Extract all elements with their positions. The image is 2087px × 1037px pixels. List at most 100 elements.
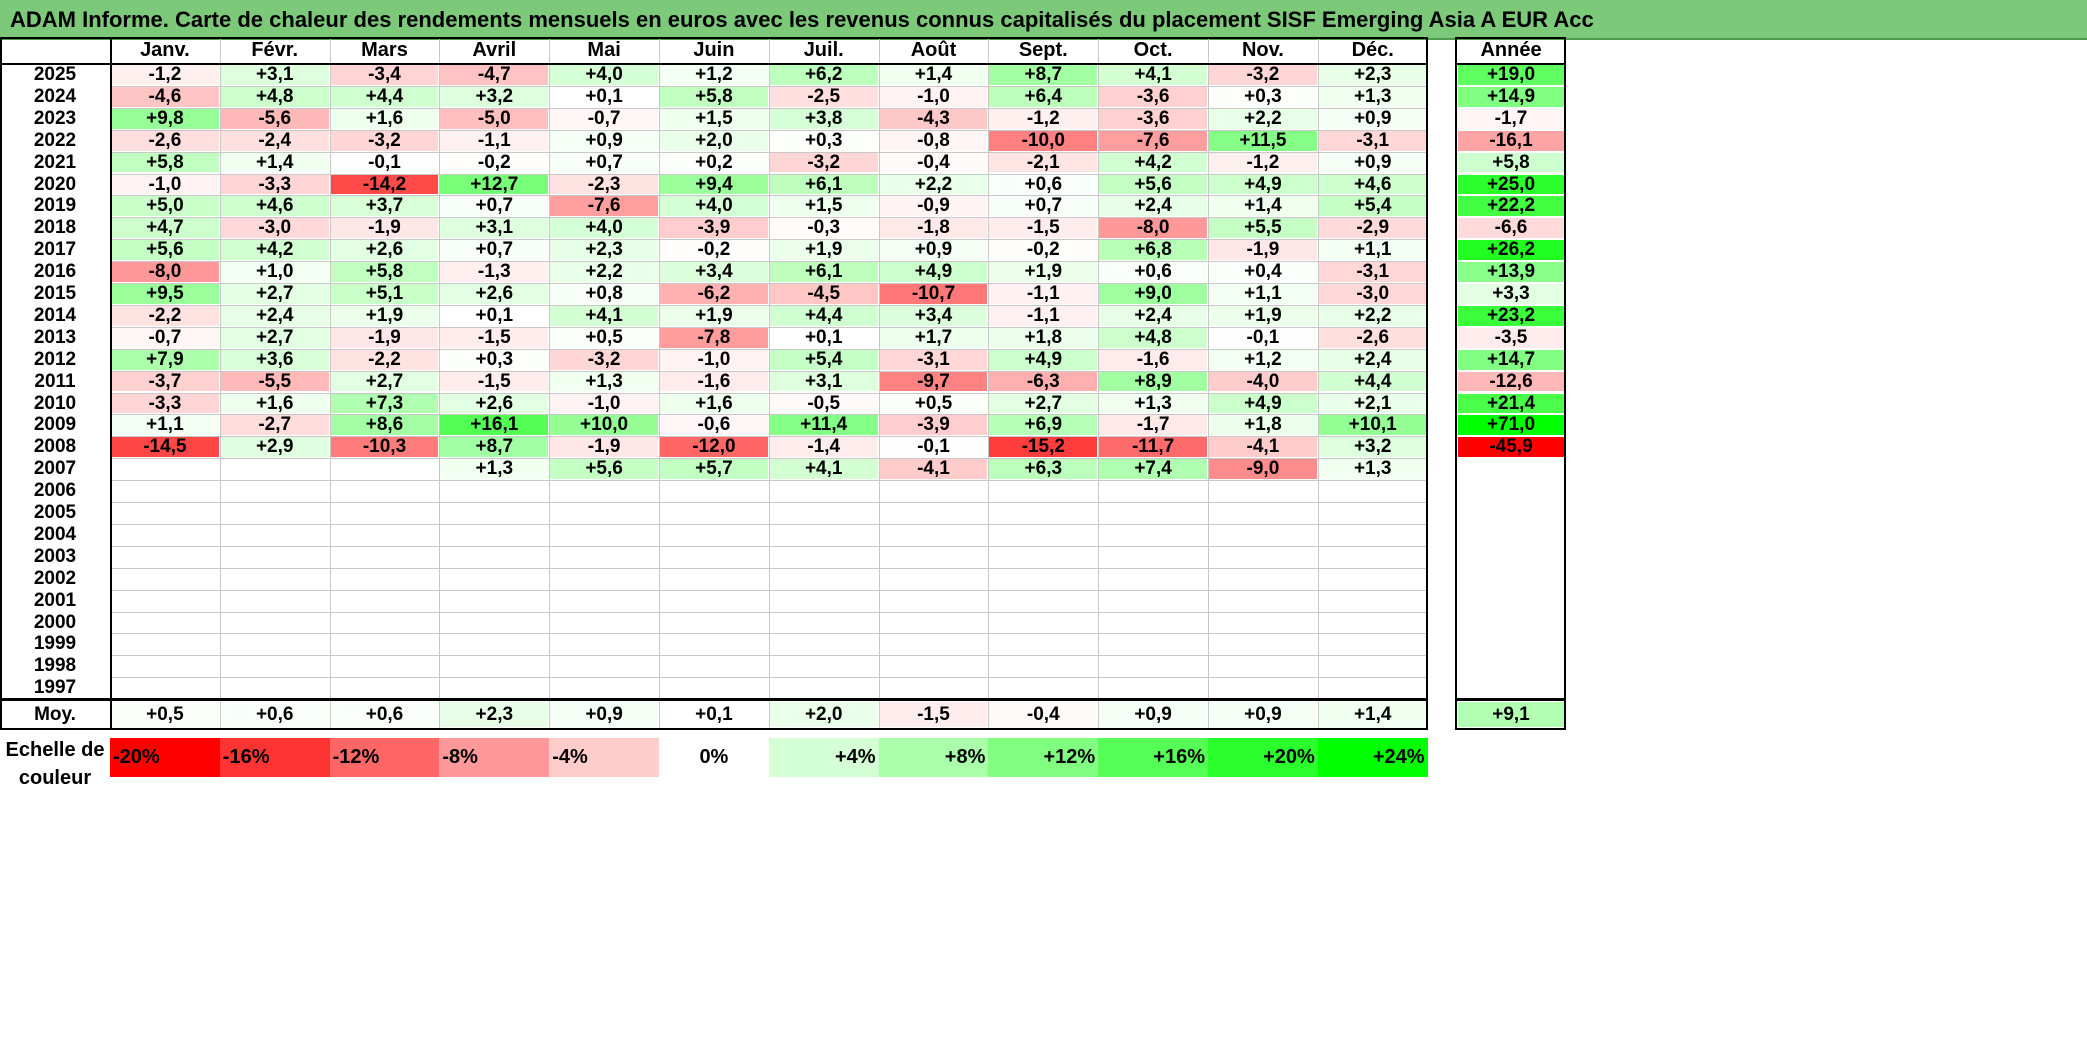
heatmap-cell: +1,9 bbox=[769, 240, 878, 261]
heatmap-cell bbox=[550, 525, 658, 545]
heatmap-cell: -1,1 bbox=[989, 284, 1098, 304]
heatmap-cell bbox=[1319, 525, 1427, 545]
month-header: Juil. bbox=[803, 39, 844, 61]
annual-cell: +13,9 bbox=[1458, 262, 1564, 282]
heatmap-cell: -5,5 bbox=[220, 371, 329, 392]
heatmap-cell bbox=[221, 547, 329, 567]
heatmap-cell: +2,2 bbox=[879, 174, 988, 195]
heatmap-cell: +0,1 bbox=[440, 305, 549, 326]
heatmap-cell: +3,2 bbox=[440, 86, 549, 107]
heatmap-cell: +12,7 bbox=[440, 174, 549, 195]
heatmap-cell: +4,8 bbox=[1099, 327, 1207, 348]
heatmap-cell: +11,5 bbox=[1209, 130, 1317, 151]
heatmap-cell: +6,1 bbox=[769, 174, 878, 195]
heatmap-cell bbox=[989, 613, 1097, 633]
heatmap-cell bbox=[1099, 656, 1207, 676]
heatmap-cell bbox=[331, 547, 439, 567]
heatmap-cell: +9,8 bbox=[111, 108, 219, 129]
heatmap-cell: +0,5 bbox=[550, 327, 658, 348]
heatmap-cell: +5,0 bbox=[111, 196, 219, 217]
heatmap-cell: -7,8 bbox=[660, 327, 768, 348]
year-label: 2003 bbox=[33, 545, 77, 567]
year-label: 2005 bbox=[33, 502, 77, 523]
annual-cell: -12,6 bbox=[1458, 371, 1564, 392]
heatmap-cell: +1,0 bbox=[220, 262, 329, 282]
year-label: 2016 bbox=[33, 261, 77, 283]
heatmap-cell: -0,7 bbox=[111, 327, 219, 348]
heatmap-cell bbox=[1319, 569, 1427, 589]
heatmap-cell bbox=[440, 656, 548, 676]
average-cell: +2,3 bbox=[440, 702, 549, 727]
heatmap-cell: +5,6 bbox=[1099, 174, 1207, 195]
heatmap-cell bbox=[989, 481, 1097, 501]
year-label: 2011 bbox=[34, 370, 76, 392]
heatmap-cell bbox=[660, 503, 768, 523]
heatmap-cell: +3,1 bbox=[440, 218, 549, 239]
heatmap-cell bbox=[1209, 656, 1317, 676]
heatmap-cell: -3,1 bbox=[879, 349, 988, 370]
heatmap-cell: -2,2 bbox=[330, 349, 439, 370]
heatmap-cell: +1,3 bbox=[1318, 459, 1427, 480]
heatmap-cell: -4,1 bbox=[879, 459, 988, 480]
heatmap-cell bbox=[550, 591, 658, 611]
grid-line bbox=[1098, 37, 1100, 700]
legend-swatch: -4% bbox=[549, 738, 659, 777]
year-label: 2009 bbox=[33, 414, 77, 436]
heatmap-cell: -1,0 bbox=[550, 393, 658, 414]
year-label: 2008 bbox=[33, 436, 77, 458]
heatmap-cell: +6,1 bbox=[769, 262, 878, 282]
chart-title: ADAM Informe. Carte de chaleur des rende… bbox=[0, 0, 2087, 40]
annual-header: Année bbox=[1480, 39, 1542, 61]
heatmap-cell bbox=[1099, 678, 1207, 698]
heatmap-cell bbox=[989, 634, 1097, 654]
heatmap-cell: -5,0 bbox=[440, 108, 549, 129]
heatmap-cell bbox=[1099, 503, 1207, 523]
heatmap-cell: -4,7 bbox=[440, 65, 549, 85]
heatmap-cell: -3,0 bbox=[1318, 284, 1427, 304]
annual-cell bbox=[1458, 525, 1564, 545]
heatmap-cell: -11,7 bbox=[1099, 437, 1207, 458]
heatmap-cell: -1,0 bbox=[879, 86, 988, 107]
year-label: 2020 bbox=[33, 173, 77, 195]
heatmap-cell bbox=[1209, 678, 1317, 698]
average-cell: +0,6 bbox=[220, 702, 329, 727]
year-label: 2000 bbox=[33, 611, 77, 633]
annual-cell: +25,0 bbox=[1458, 174, 1564, 195]
heatmap-cell bbox=[770, 569, 878, 589]
annual-cell bbox=[1458, 547, 1564, 567]
heatmap-cell: +1,1 bbox=[1318, 240, 1427, 261]
heatmap-cell bbox=[221, 525, 329, 545]
heatmap-cell: +16,1 bbox=[440, 415, 549, 436]
heatmap-cell: -10,0 bbox=[989, 130, 1098, 151]
heatmap-cell bbox=[770, 525, 878, 545]
heatmap-cell: +10,1 bbox=[1318, 415, 1427, 436]
heatmap-cell: -3,2 bbox=[330, 130, 439, 151]
heatmap-cell: -14,5 bbox=[111, 437, 219, 458]
heatmap-cell bbox=[1319, 613, 1427, 633]
heatmap-cell bbox=[331, 678, 439, 698]
heatmap-cell: -1,2 bbox=[111, 65, 219, 85]
average-label: Moy. bbox=[34, 704, 76, 725]
grid-line bbox=[439, 37, 441, 700]
heatmap-cell bbox=[880, 591, 988, 611]
heatmap-cell bbox=[440, 613, 548, 633]
heatmap-cell: +2,4 bbox=[1099, 196, 1207, 217]
heatmap-cell: -2,5 bbox=[769, 86, 878, 107]
heatmap-cell: +3,1 bbox=[220, 65, 329, 85]
heatmap-cell: +0,3 bbox=[440, 349, 549, 370]
heatmap-cell bbox=[111, 634, 219, 654]
heatmap-cell: -1,0 bbox=[660, 349, 768, 370]
heatmap-cell: +8,6 bbox=[330, 415, 439, 436]
annual-cell bbox=[1458, 591, 1564, 611]
heatmap-cell: +4,2 bbox=[1099, 152, 1207, 173]
heatmap-cell: -15,2 bbox=[989, 437, 1098, 458]
heatmap-cell: -1,5 bbox=[989, 218, 1098, 239]
annual-cell: -16,1 bbox=[1458, 130, 1564, 151]
grid-line bbox=[329, 37, 331, 700]
heatmap-cell bbox=[550, 503, 658, 523]
heatmap-cell bbox=[111, 547, 219, 567]
heatmap-cell: -1,9 bbox=[330, 218, 439, 239]
heatmap-cell: +4,2 bbox=[220, 240, 329, 261]
heatmap-cell bbox=[880, 613, 988, 633]
heatmap-cell: +4,7 bbox=[111, 218, 219, 239]
